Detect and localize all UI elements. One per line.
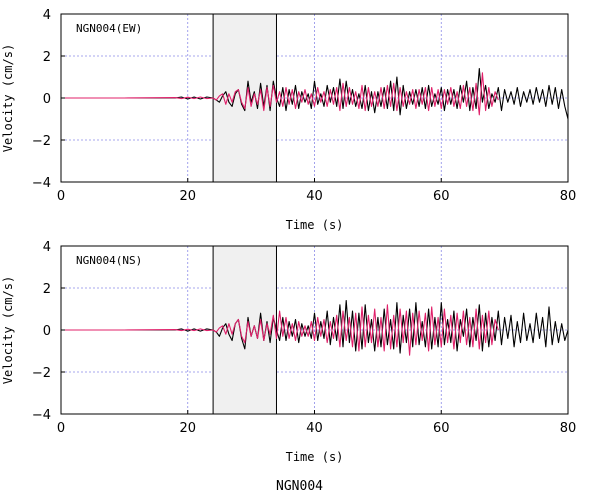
y-tick-label: −4 [32, 408, 51, 423]
y-tick-label: 2 [43, 50, 51, 65]
figure-caption: NGN004 [276, 479, 323, 494]
y-tick-label: −2 [32, 134, 51, 149]
y-tick-label: 0 [43, 92, 51, 107]
x-tick-label: 0 [57, 421, 65, 436]
x-axis-label: Time (s) [286, 450, 344, 464]
x-axis-label: Time (s) [286, 218, 344, 232]
y-axis-label: Velocity (cm/s) [1, 276, 15, 384]
x-tick-label: 80 [560, 189, 577, 204]
panel-title: NGN004(NS) [76, 254, 142, 267]
y-tick-label: −4 [32, 176, 51, 191]
panel-ns: 0 20 40 60 80 −4 −2 0 2 4 Time (s) Velocity (cm/s) N… [1, 240, 576, 464]
x-tick-label: 40 [306, 421, 323, 436]
y-tick-label: 4 [43, 240, 51, 255]
y-tick-label: 2 [43, 282, 51, 297]
y-tick-label: 0 [43, 324, 51, 339]
synthetic-trace [61, 304, 499, 356]
x-tick-label: 0 [57, 189, 65, 204]
x-tick-label: 80 [560, 421, 577, 436]
panel-ew: 0 20 40 60 80 −4 −2 0 2 4 Time (s) Velocity (cm/s) N… [1, 8, 576, 232]
analysis-window-box [212, 245, 277, 415]
y-tick-label: 4 [43, 8, 51, 23]
x-tick-label: 20 [179, 189, 196, 204]
x-tick-label: 60 [433, 189, 450, 204]
synthetic-trace [61, 72, 499, 116]
x-tick-label: 60 [433, 421, 450, 436]
analysis-window-box [212, 13, 277, 183]
x-tick-label: 40 [306, 189, 323, 204]
panel-title: NGN004(EW) [76, 22, 142, 35]
observed-trace [61, 68, 569, 120]
y-tick-label: −2 [32, 366, 51, 381]
y-axis-label: Velocity (cm/s) [1, 44, 15, 152]
x-tick-label: 20 [179, 421, 196, 436]
